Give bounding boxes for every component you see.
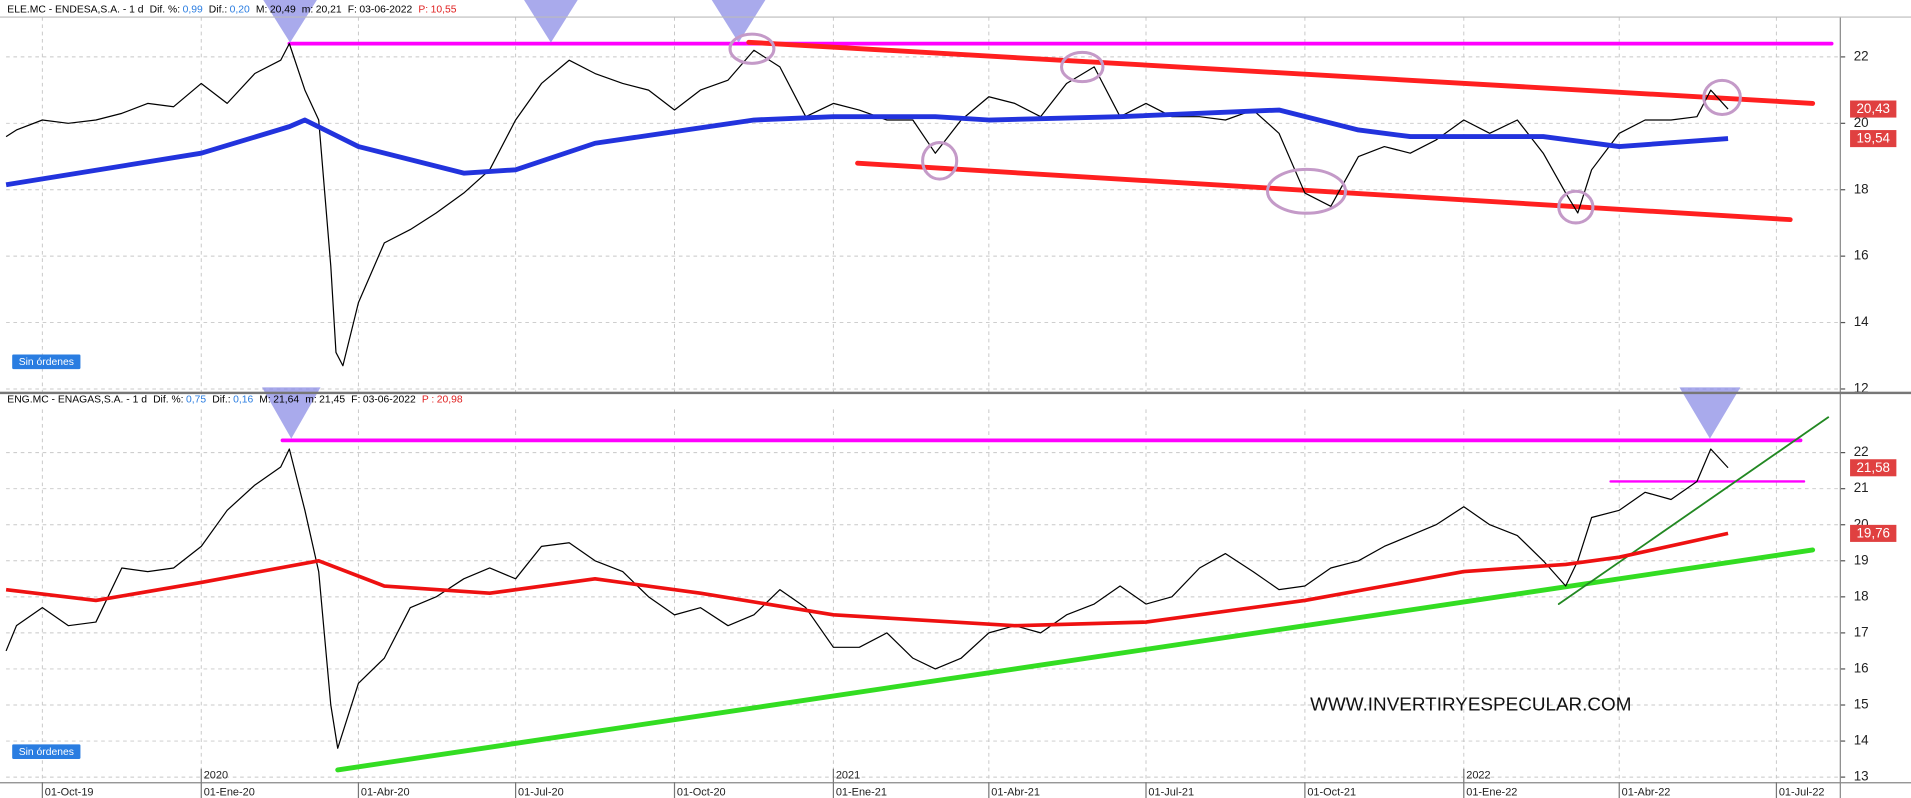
triangle [263, 0, 317, 43]
y-tick-label: 16 [1854, 248, 1869, 263]
header-field: 10,55 [431, 4, 457, 15]
header-field: m: [305, 394, 317, 405]
overlay-layer: 20,43 19,54 ELE.MC - ENDESA,S.A. - 1 d Dif.… [0, 4, 1911, 798]
annotations [262, 0, 1742, 439]
x-tick-label: 01-Oct-20 [677, 786, 726, 798]
header-field: Dif.: [209, 4, 227, 15]
circle [1265, 167, 1348, 215]
y-tick-label: 13 [1854, 769, 1869, 784]
panel-separator [0, 391, 1911, 395]
last-value-box [1850, 100, 1897, 118]
header-field: 0,20 [230, 4, 250, 15]
header-field: 0,99 [183, 4, 203, 15]
watermark: WWW.INVERTIRYESPECULAR.COM [1310, 694, 1631, 715]
header-field: P: [418, 4, 428, 15]
y-tick-label: 16 [1854, 660, 1869, 675]
y-tick-label: 18 [1854, 588, 1869, 603]
x-tick-label: 01-Oct-21 [1307, 786, 1356, 798]
header-field: 21,64 [273, 394, 299, 405]
y-tick-label: 14 [1854, 733, 1869, 748]
circle [921, 141, 959, 181]
triangle [1679, 387, 1741, 439]
x-tick-label: 01-Abr-22 [1622, 786, 1671, 798]
x-tick-label: 01-Jul-21 [1148, 786, 1194, 798]
triangle [711, 0, 766, 43]
header-field: 03-06-2022 [359, 4, 412, 15]
x-tick-label: 01-Oct-19 [45, 786, 94, 798]
header-field: 0,75 [186, 394, 206, 405]
last-value-label: 20,43 [1856, 101, 1890, 116]
y-tick-label: 20 [1854, 115, 1869, 130]
trendline [1557, 416, 1830, 605]
y-tick-label: 15 [1854, 697, 1869, 712]
orders-button-label: Sin órdenes [19, 357, 74, 368]
y-tick-label: 21 [1854, 480, 1869, 495]
x-tick-label: 01-Ene-22 [1466, 786, 1517, 798]
year-label: 2021 [836, 769, 860, 781]
x-tick-label: 01-Ene-21 [836, 786, 887, 798]
x-tick-label: 01-Ene-20 [204, 786, 255, 798]
last-value-label: 19,76 [1856, 526, 1890, 541]
circle [1557, 189, 1595, 225]
price-line [5, 43, 1729, 367]
header-field: P : [422, 394, 434, 405]
header-field: F: [348, 4, 357, 15]
header-field: ELE.MC - ENDESA,S.A. - 1 d [7, 4, 144, 15]
header-field: M: [256, 4, 268, 15]
year-label: 2022 [1466, 769, 1490, 781]
panel-header: ELE.MC - ENDESA,S.A. - 1 d Dif. %: 0,99 Dif… [7, 4, 456, 15]
trendline [855, 160, 1793, 223]
circle [1060, 50, 1105, 84]
last-value-box [1850, 524, 1897, 542]
y-tick-label: 18 [1854, 181, 1869, 196]
price-line [5, 448, 1729, 749]
trendline [746, 39, 1816, 106]
triangle [524, 0, 578, 43]
header-field: Dif. %: [150, 4, 180, 15]
year-label: 2020 [204, 769, 228, 781]
header-field: F: [351, 394, 360, 405]
y-tick-label: 19 [1854, 552, 1869, 567]
header-field: 20,98 [437, 394, 463, 405]
price-line [5, 531, 1729, 628]
orders-button [12, 354, 81, 370]
header-field: m: [302, 4, 314, 15]
header-field: Dif. %: [153, 394, 183, 405]
x-tick-label: 01-Jul-22 [1779, 786, 1825, 798]
header-field: 03-06-2022 [363, 394, 416, 405]
orders-button [12, 744, 81, 760]
triangle [262, 387, 321, 439]
circle [728, 32, 776, 65]
y-tick-label: 22 [1854, 48, 1869, 63]
x-tick-label: 01-Abr-20 [361, 786, 410, 798]
trendline [335, 547, 1816, 773]
y-tick-label: 22 [1854, 444, 1869, 459]
panel-header: ENG.MC - ENAGAS,S.A. - 1 d Dif. %: 0,75 Dif… [7, 394, 463, 405]
last-value-label: 19,54 [1856, 131, 1890, 146]
header-field: 20,21 [316, 4, 342, 15]
x-tick-label: 01-Jul-20 [518, 786, 564, 798]
header-field: Dif.: [212, 394, 230, 405]
x-tick-label: 01-Abr-21 [991, 786, 1040, 798]
last-value-box [1850, 459, 1897, 477]
orders-button-label: Sin órdenes [19, 747, 74, 758]
header-field: 20,49 [270, 4, 296, 15]
y-tick-label: 14 [1854, 314, 1869, 329]
price-line [5, 107, 1729, 188]
circle [1702, 78, 1742, 117]
last-value-label: 21,58 [1856, 460, 1890, 475]
header-field: M: [259, 394, 271, 405]
header-field: 21,45 [319, 394, 345, 405]
y-tick-label: 17 [1854, 624, 1869, 639]
last-value-box [1850, 130, 1897, 148]
header-field: 0,16 [233, 394, 253, 405]
header-field: ENG.MC - ENAGAS,S.A. - 1 d [7, 394, 147, 405]
